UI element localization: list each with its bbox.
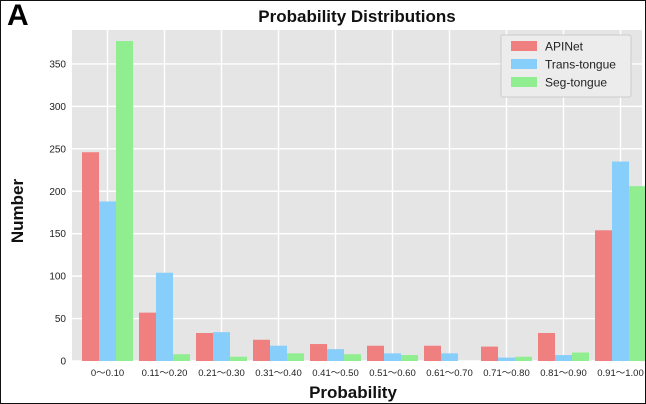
chart-title: Probability Distributions [258, 7, 455, 26]
legend-swatch [511, 59, 537, 69]
x-tick-label: 0.11～0.20 [142, 368, 188, 379]
bar-seg-tongue [287, 353, 304, 361]
bar-trans-tongue [384, 353, 401, 361]
bar-trans-tongue [612, 161, 629, 361]
legend-label: Seg-tongue [545, 76, 607, 90]
y-tick-labels: 0 50 100 150 200 250 300 350 [49, 59, 66, 367]
bar-trans-tongue [213, 332, 230, 361]
x-tick-label: 0～0.10 [91, 368, 124, 379]
legend-label: Trans-tongue [545, 58, 616, 72]
bar-seg-tongue [344, 354, 361, 361]
x-tick-label: 0.21～0.30 [198, 368, 244, 379]
x-tick-label: 0.91～1.00 [597, 368, 643, 379]
bar-apinet [367, 345, 384, 361]
bar-apinet [481, 346, 498, 361]
y-tick-label: 50 [55, 314, 67, 325]
bar-trans-tongue [156, 272, 173, 361]
x-tick-label: 0.81～0.90 [540, 368, 586, 379]
bar-trans-tongue [441, 353, 458, 361]
y-tick-label: 200 [49, 187, 66, 198]
legend-swatch [511, 41, 537, 51]
bars [82, 41, 645, 362]
bar-apinet [424, 345, 441, 361]
bar-seg-tongue [572, 352, 589, 361]
y-axis-label: Number [8, 179, 27, 244]
x-tick-label: 0.31～0.40 [255, 368, 301, 379]
bar-seg-tongue [173, 354, 190, 361]
bar-trans-tongue [498, 357, 515, 361]
x-tick-label: 0.61～0.70 [426, 368, 472, 379]
bar-trans-tongue [270, 345, 287, 361]
bar-apinet [253, 339, 270, 361]
panel-label: A [7, 0, 29, 32]
bar-apinet [139, 312, 156, 361]
bar-seg-tongue [515, 356, 532, 361]
bar-seg-tongue [230, 356, 247, 361]
x-tick-labels: 0～0.10 0.11～0.20 0.21～0.30 0.31～0.40 0.41～0.… [91, 368, 644, 379]
y-tick-label: 150 [49, 229, 66, 240]
bar-seg-tongue [401, 355, 418, 361]
bar-apinet [82, 152, 99, 361]
bar-trans-tongue [327, 349, 344, 361]
bar-apinet [196, 332, 213, 361]
bar-apinet [538, 332, 555, 361]
y-tick-label: 250 [49, 144, 66, 155]
y-tick-label: 350 [49, 59, 66, 70]
x-tick-label: 0.41～0.50 [312, 368, 358, 379]
y-tick-label: 300 [49, 102, 66, 113]
legend-swatch [511, 77, 537, 87]
legend: APINet Trans-tongue Seg-tongue [500, 34, 632, 98]
bar-apinet [310, 344, 327, 361]
x-axis-label: Probability [309, 383, 397, 402]
x-tick-label: 0.51～0.60 [369, 368, 415, 379]
y-tick-label: 0 [60, 357, 66, 368]
x-tick-label: 0.71～0.80 [483, 368, 529, 379]
legend-label: APINet [545, 40, 584, 54]
bar-seg-tongue [629, 186, 645, 361]
bar-trans-tongue [555, 355, 572, 361]
bar-apinet [595, 230, 612, 361]
bar-trans-tongue [99, 201, 116, 361]
y-tick-label: 100 [49, 272, 66, 283]
bar-seg-tongue [116, 41, 133, 362]
